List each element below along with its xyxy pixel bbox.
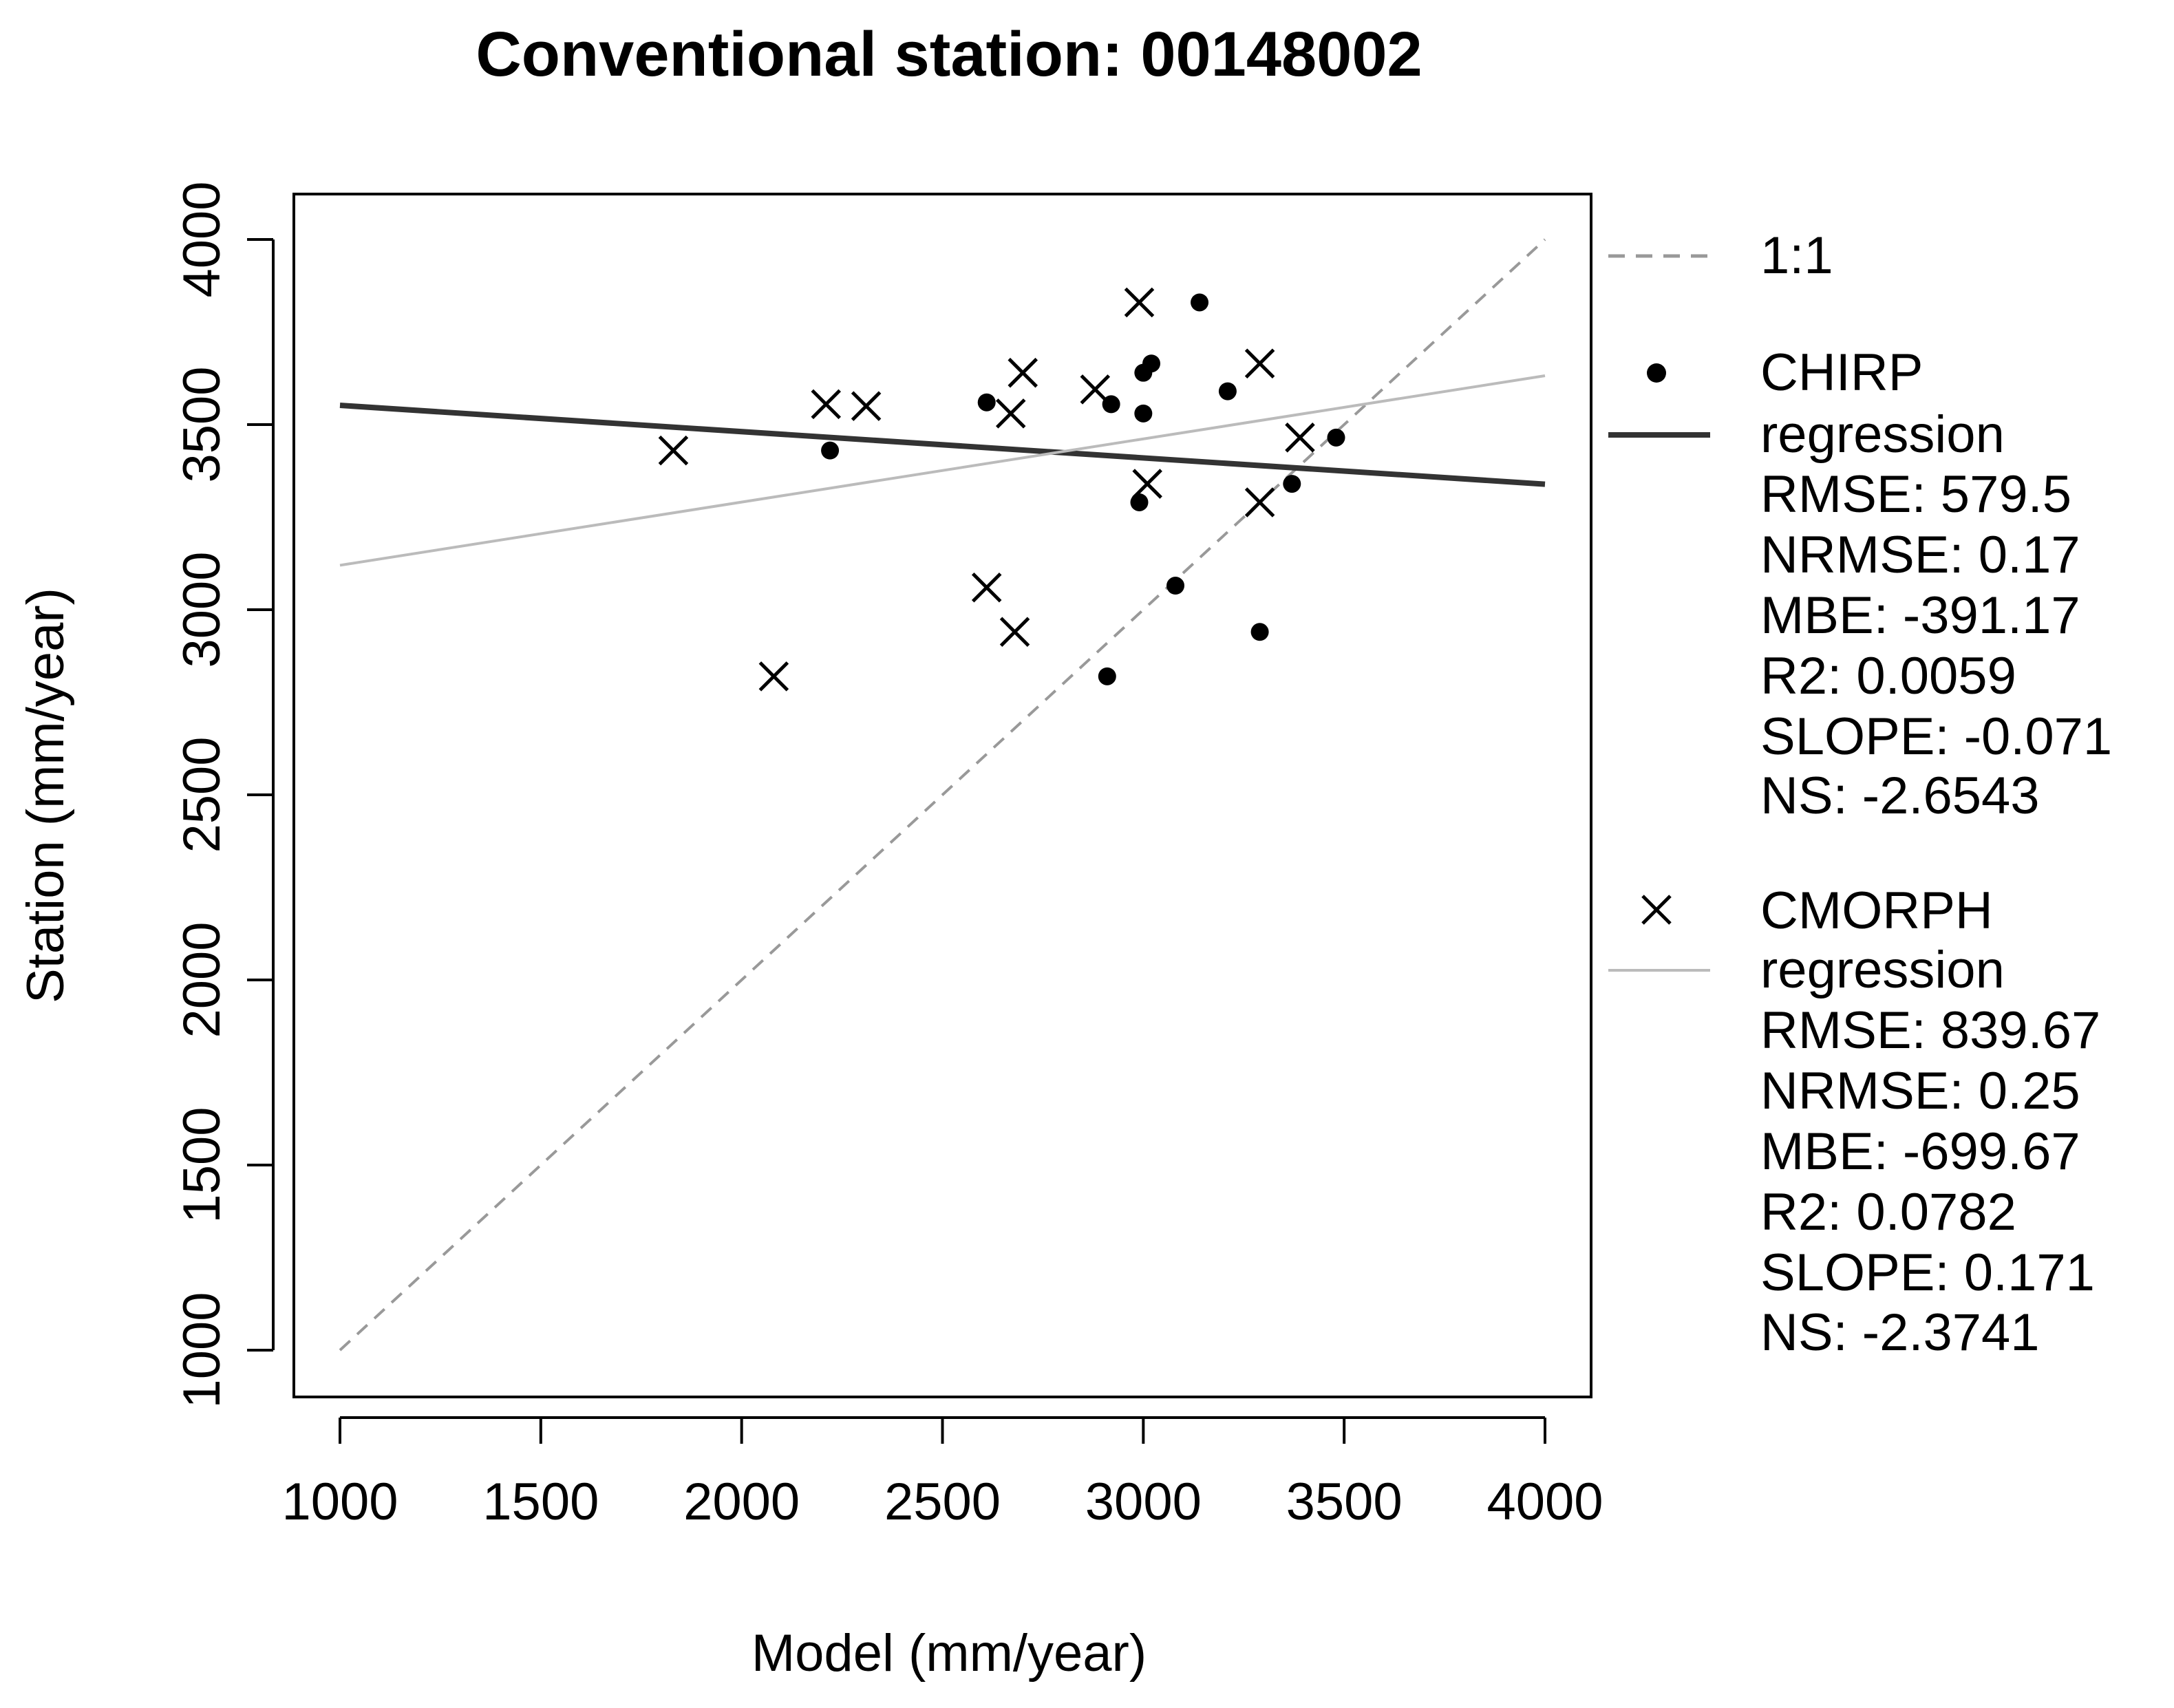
- legend-chirp-stat: NRMSE: 0.17: [1760, 526, 2080, 584]
- legend-cmorph-regression-label: regression: [1760, 941, 2005, 999]
- legend-cmorph-stat: RMSE: 839.67: [1760, 1001, 2100, 1060]
- y-tick-label: 3500: [173, 366, 231, 482]
- data-point-cmorph: [1008, 357, 1038, 388]
- x-axis-title: Model (mm/year): [752, 1624, 1147, 1683]
- legend-cmorph-stat: NRMSE: 0.25: [1760, 1062, 2080, 1120]
- legend-chirp-label: CHIRP: [1760, 343, 1923, 402]
- data-point-chirp: [1134, 404, 1153, 423]
- data-point-cmorph: [1080, 374, 1111, 405]
- y-axis: 1000 1500 2000 2500 3000 3500 4000: [173, 181, 275, 1409]
- data-point-cmorph: [1244, 487, 1275, 517]
- y-tick-label: 4000: [173, 181, 231, 297]
- chart-title: Conventional station: 00148002: [476, 19, 1422, 89]
- data-point-cmorph: [758, 661, 789, 692]
- data-point-chirp: [1191, 293, 1209, 312]
- legend-1to1-label: 1:1: [1760, 226, 1833, 285]
- legend-chirp-stat: MBE: -391.17: [1760, 586, 2080, 645]
- plot-area: [292, 193, 1592, 1398]
- legend-chirp-stat: NS: -2.6543: [1760, 767, 2040, 825]
- y-tick-label: 3000: [173, 551, 231, 668]
- data-point-cmorph: [1132, 469, 1162, 499]
- legend-cmorph-stat: MBE: -699.67: [1760, 1122, 2080, 1181]
- data-point-cmorph: [658, 435, 689, 466]
- x-tick-label: 1500: [482, 1473, 599, 1531]
- legend-cmorph-marker: [1641, 895, 1672, 925]
- data-point-chirp: [821, 441, 840, 460]
- data-point-chirp: [1218, 382, 1237, 401]
- data-point-chirp: [1142, 354, 1161, 373]
- regression-line-cmorph: [339, 374, 1546, 567]
- data-point-cmorph: [995, 398, 1026, 429]
- data-point-chirp: [1327, 428, 1345, 447]
- regression-line-chirp: [339, 403, 1546, 487]
- data-point-cmorph: [999, 617, 1030, 648]
- data-point-chirp: [1250, 623, 1269, 641]
- x-tick-label: 2500: [884, 1473, 1001, 1531]
- legend-chirp-stat: R2: 0.0059: [1760, 647, 2016, 705]
- data-point-cmorph: [851, 391, 882, 421]
- data-point-chirp: [1166, 577, 1185, 595]
- y-tick-label: 2500: [173, 736, 231, 853]
- x-tick-label: 4000: [1486, 1473, 1603, 1531]
- x-tick-label: 2000: [683, 1473, 800, 1531]
- legend-chirp-marker: [1647, 363, 1666, 383]
- legend-cmorph-stat: NS: -2.3741: [1760, 1303, 2040, 1362]
- x-tick-label: 3000: [1085, 1473, 1202, 1531]
- y-tick-label: 2000: [173, 921, 231, 1038]
- data-point-chirp: [977, 393, 996, 412]
- x-axis: 1000 1500 2000 2500 3000 3500 4000: [281, 1416, 1603, 1531]
- data-point-chirp: [1283, 475, 1301, 493]
- legend-cmorph-label: CMORPH: [1760, 882, 1993, 940]
- legend-chirp-stat: SLOPE: -0.071: [1760, 707, 2112, 766]
- legend: 1:1 CHIRP regression RMSE: 579.5 NRMSE: …: [1608, 226, 2112, 1362]
- plot-frame: [292, 193, 1592, 1398]
- y-axis-title: Station (mm/year): [17, 588, 75, 1003]
- reference-line-1to1: [339, 238, 1546, 1352]
- data-point-cmorph: [811, 389, 842, 420]
- y-tick-label: 1000: [173, 1292, 231, 1408]
- x-tick-label: 3500: [1286, 1473, 1403, 1531]
- data-point-cmorph: [1285, 423, 1315, 453]
- data-point-cmorph: [1244, 348, 1275, 378]
- legend-chirp-regression-label: regression: [1760, 405, 2005, 464]
- data-point-chirp: [1098, 667, 1116, 685]
- data-point-cmorph: [971, 572, 1002, 603]
- legend-cmorph-stat: R2: 0.0782: [1760, 1183, 2016, 1241]
- x-tick-label: 1000: [281, 1473, 398, 1531]
- legend-chirp-stat: RMSE: 579.5: [1760, 465, 2071, 524]
- legend-cmorph-stat: SLOPE: 0.171: [1760, 1243, 2095, 1302]
- y-tick-label: 1500: [173, 1107, 231, 1223]
- data-point-cmorph: [1124, 287, 1155, 318]
